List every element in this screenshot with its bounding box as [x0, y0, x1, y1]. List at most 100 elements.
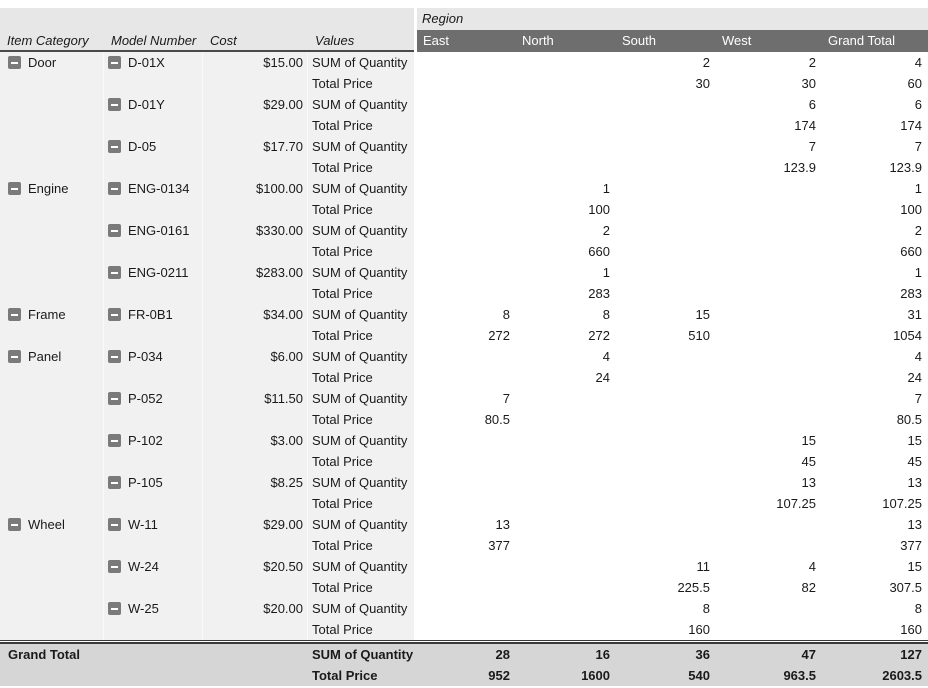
value-cell[interactable] [616, 493, 716, 514]
value-cell[interactable] [716, 598, 822, 619]
cost-cell[interactable] [203, 665, 308, 686]
value-cell[interactable]: 4 [716, 556, 822, 577]
category-cell[interactable] [0, 409, 104, 430]
grand-total-label-cell[interactable]: Grand Total [0, 644, 104, 665]
model-cell[interactable]: FR-0B1 [104, 304, 203, 325]
cost-cell[interactable]: $3.00 [203, 430, 308, 451]
item-category-header[interactable]: Item Category [0, 30, 104, 52]
category-cell[interactable] [0, 577, 104, 598]
model-cell[interactable]: D-05 [104, 136, 203, 157]
measure-cell[interactable]: SUM of Quantity [308, 430, 414, 451]
value-cell[interactable] [516, 493, 616, 514]
measure-cell[interactable]: SUM of Quantity [308, 388, 414, 409]
value-cell[interactable] [616, 535, 716, 556]
grand-total-label-cell[interactable] [0, 665, 104, 686]
value-cell[interactable] [716, 409, 822, 430]
value-cell[interactable] [616, 199, 716, 220]
value-cell[interactable] [716, 241, 822, 262]
value-cell[interactable]: 8 [822, 598, 928, 619]
grand-total-value-cell[interactable]: 540 [616, 665, 716, 686]
model-cell[interactable]: W-25 [104, 598, 203, 619]
value-cell[interactable]: 2 [716, 52, 822, 73]
measure-cell[interactable]: Total Price [308, 619, 414, 640]
value-cell[interactable]: 1 [822, 178, 928, 199]
value-cell[interactable]: 8 [616, 598, 716, 619]
value-cell[interactable] [516, 514, 616, 535]
value-cell[interactable]: 283 [516, 283, 616, 304]
value-cell[interactable]: 13 [417, 514, 516, 535]
grand-total-value-cell[interactable]: 2603.5 [822, 665, 928, 686]
model-cell[interactable]: P-102 [104, 430, 203, 451]
model-cell[interactable] [104, 157, 203, 178]
value-cell[interactable] [417, 598, 516, 619]
value-cell[interactable] [417, 136, 516, 157]
category-cell[interactable] [0, 262, 104, 283]
region-column-header[interactable]: South [616, 30, 716, 52]
value-cell[interactable] [417, 199, 516, 220]
cost-cell[interactable]: $330.00 [203, 220, 308, 241]
collapse-icon[interactable] [108, 98, 121, 111]
measure-cell[interactable]: Total Price [308, 367, 414, 388]
cost-cell[interactable]: $20.00 [203, 598, 308, 619]
model-cell[interactable]: P-052 [104, 388, 203, 409]
value-cell[interactable]: 160 [822, 619, 928, 640]
value-cell[interactable] [516, 556, 616, 577]
value-cell[interactable] [417, 94, 516, 115]
measure-cell[interactable]: SUM of Quantity [308, 346, 414, 367]
measure-cell[interactable]: Total Price [308, 665, 414, 686]
value-cell[interactable] [716, 346, 822, 367]
region-column-header[interactable]: North [516, 30, 616, 52]
value-cell[interactable] [417, 493, 516, 514]
value-cell[interactable] [516, 388, 616, 409]
value-cell[interactable]: 1 [822, 262, 928, 283]
measure-cell[interactable]: Total Price [308, 73, 414, 94]
region-column-header[interactable]: West [716, 30, 822, 52]
cost-cell[interactable]: $20.50 [203, 556, 308, 577]
category-cell[interactable] [0, 535, 104, 556]
category-cell[interactable]: Engine [0, 178, 104, 199]
cost-cell[interactable]: $17.70 [203, 136, 308, 157]
model-cell[interactable]: P-105 [104, 472, 203, 493]
measure-cell[interactable]: SUM of Quantity [308, 304, 414, 325]
value-cell[interactable] [616, 262, 716, 283]
value-cell[interactable] [616, 157, 716, 178]
value-cell[interactable] [417, 52, 516, 73]
value-cell[interactable] [716, 304, 822, 325]
model-cell[interactable] [104, 283, 203, 304]
measure-cell[interactable]: SUM of Quantity [308, 598, 414, 619]
measure-cell[interactable]: SUM of Quantity [308, 178, 414, 199]
value-cell[interactable]: 123.9 [822, 157, 928, 178]
value-cell[interactable] [516, 619, 616, 640]
category-cell[interactable] [0, 283, 104, 304]
value-cell[interactable] [716, 325, 822, 346]
grand-total-value-cell[interactable]: 963.5 [716, 665, 822, 686]
value-cell[interactable] [716, 283, 822, 304]
category-cell[interactable] [0, 367, 104, 388]
cost-cell[interactable] [203, 157, 308, 178]
cost-cell[interactable] [203, 644, 308, 665]
measure-cell[interactable]: Total Price [308, 325, 414, 346]
value-cell[interactable] [616, 430, 716, 451]
value-cell[interactable] [516, 451, 616, 472]
value-cell[interactable]: 174 [716, 115, 822, 136]
collapse-icon[interactable] [108, 602, 121, 615]
value-cell[interactable]: 6 [822, 94, 928, 115]
cost-cell[interactable] [203, 241, 308, 262]
region-column-header[interactable]: Grand Total [822, 30, 928, 52]
model-cell[interactable]: D-01Y [104, 94, 203, 115]
measure-cell[interactable]: SUM of Quantity [308, 220, 414, 241]
value-cell[interactable]: 2 [822, 220, 928, 241]
model-cell[interactable]: ENG-0134 [104, 178, 203, 199]
collapse-icon[interactable] [108, 56, 121, 69]
measure-cell[interactable]: Total Price [308, 241, 414, 262]
value-cell[interactable]: 13 [822, 472, 928, 493]
category-cell[interactable] [0, 388, 104, 409]
value-cell[interactable]: 272 [417, 325, 516, 346]
value-cell[interactable] [616, 388, 716, 409]
collapse-icon[interactable] [108, 518, 121, 531]
collapse-icon[interactable] [8, 308, 21, 321]
value-cell[interactable]: 100 [516, 199, 616, 220]
measure-cell[interactable]: SUM of Quantity [308, 644, 414, 665]
model-cell[interactable]: ENG-0211 [104, 262, 203, 283]
value-cell[interactable]: 174 [822, 115, 928, 136]
